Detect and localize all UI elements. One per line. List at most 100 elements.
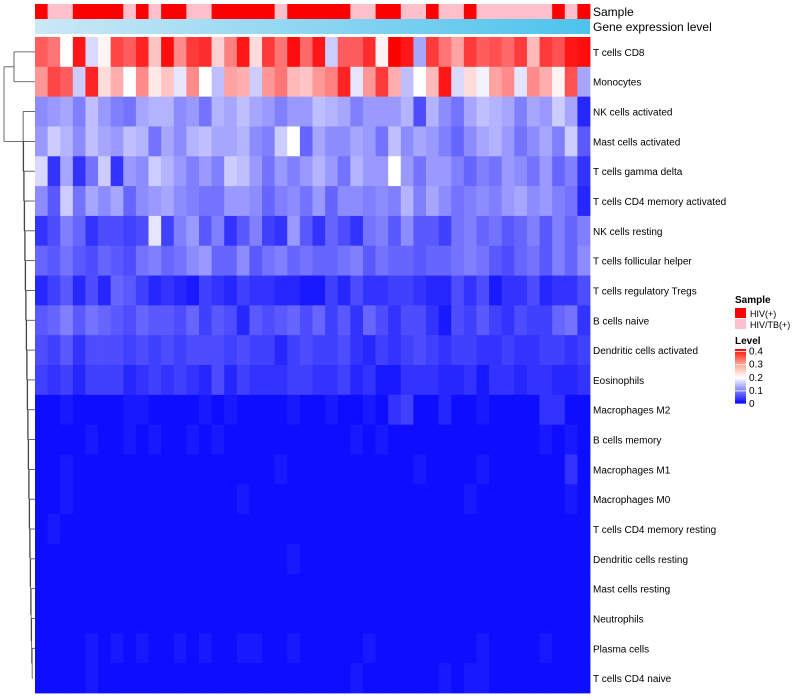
heatmap-cell [476, 484, 490, 515]
heatmap-cell [299, 215, 313, 247]
sample-annotation-cell [337, 4, 351, 19]
heatmap-cell [98, 215, 112, 247]
heatmap-cell [539, 245, 553, 276]
row-label: Macrophages M0 [593, 495, 671, 506]
heatmap-cell [476, 454, 490, 485]
heatmap-cell [224, 543, 238, 575]
heatmap-cell [287, 573, 301, 604]
heatmap-cell [60, 186, 74, 217]
heatmap-cell [72, 245, 86, 276]
heatmap-cell [262, 335, 276, 366]
expression-level-annotation-bar [35, 19, 590, 34]
heatmap-cell [388, 96, 402, 127]
heatmap-cell [161, 156, 175, 187]
heatmap-cell [35, 514, 49, 545]
heatmap-cell [552, 633, 566, 664]
heatmap-cell [287, 96, 301, 127]
heatmap-cell [362, 603, 376, 634]
heatmap-cell [236, 186, 250, 217]
heatmap-cell [426, 394, 440, 426]
heatmap-cell [375, 96, 389, 127]
heatmap-cell [362, 275, 376, 306]
heatmap-cell [539, 335, 553, 366]
heatmap-cell [148, 156, 162, 187]
heatmap-cell [375, 215, 389, 247]
heatmap-cell [198, 484, 212, 515]
heatmap-cell [501, 66, 515, 98]
heatmap-cell [60, 305, 74, 336]
heatmap-cell [312, 215, 326, 247]
heatmap-cell [47, 186, 61, 217]
heatmap-cell [161, 394, 175, 426]
heatmap-cell [60, 543, 74, 575]
heatmap-cell [501, 573, 515, 604]
heatmap-cell [274, 126, 288, 157]
heatmap-cell [186, 543, 200, 575]
heatmap-cell [249, 335, 263, 366]
heatmap-cell [287, 454, 301, 485]
heatmap-cell [148, 335, 162, 366]
heatmap-cell [211, 663, 225, 694]
heatmap-cell [463, 603, 477, 634]
heatmap-cell [413, 484, 427, 515]
heatmap-cell [287, 126, 301, 157]
heatmap-cell [388, 603, 402, 634]
heatmap-cell [123, 603, 137, 634]
heatmap-cell [135, 275, 149, 306]
legend-swatch-hivtb [735, 319, 746, 329]
heatmap-cell [400, 215, 414, 247]
heatmap-cell [148, 573, 162, 604]
heatmap-cell [35, 335, 49, 366]
heatmap-cell [426, 603, 440, 634]
heatmap-cell [539, 543, 553, 575]
heatmap-cell [476, 96, 490, 127]
heatmap-cell [451, 573, 465, 604]
heatmap-cell [312, 663, 326, 694]
heatmap-cell [476, 126, 490, 157]
heatmap-cell [123, 37, 137, 68]
heatmap-cell [186, 603, 200, 634]
heatmap-cell [262, 186, 276, 217]
heatmap-cell [438, 37, 452, 68]
heatmap-cell [426, 37, 440, 68]
heatmap-cell [438, 365, 452, 396]
heatmap-cell [85, 663, 99, 694]
heatmap-cell [552, 543, 566, 575]
heatmap-cell [451, 365, 465, 396]
heatmap-cell [489, 186, 503, 217]
heatmap-cell [577, 186, 591, 217]
heatmap-cell [249, 126, 263, 157]
heatmap-cell [438, 335, 452, 366]
heatmap-cell [148, 484, 162, 515]
heatmap-cell [400, 573, 414, 604]
legend: Sample HIV(+) HIV/TB(+) Level 0.40.30.20… [735, 295, 790, 410]
heatmap-cell [388, 394, 402, 426]
heatmap-cell [236, 394, 250, 426]
heatmap-cell [262, 603, 276, 634]
heatmap-cell [539, 633, 553, 664]
heatmap-cell [577, 543, 591, 575]
heatmap-cell [451, 663, 465, 694]
heatmap-cell [325, 663, 339, 694]
heatmap-cell [161, 245, 175, 276]
heatmap-cell [312, 245, 326, 276]
heatmap-cell [438, 156, 452, 187]
heatmap-cell [375, 275, 389, 306]
heatmap-cell [98, 37, 112, 68]
heatmap-cell [198, 37, 212, 68]
heatmap-cell [262, 424, 276, 455]
heatmap-cell [47, 603, 61, 634]
heatmap-cell [236, 633, 250, 664]
heatmap-cell [438, 394, 452, 426]
heatmap-cell [577, 245, 591, 276]
heatmap-cell [135, 245, 149, 276]
heatmap-cell [400, 394, 414, 426]
heatmap-cell [539, 96, 553, 127]
heatmap-cell [173, 186, 187, 217]
heatmap-cell [451, 66, 465, 98]
heatmap-cell [526, 573, 540, 604]
row-label: Mast cells activated [593, 137, 680, 148]
heatmap-cell [539, 454, 553, 485]
heatmap-cell [236, 156, 250, 187]
